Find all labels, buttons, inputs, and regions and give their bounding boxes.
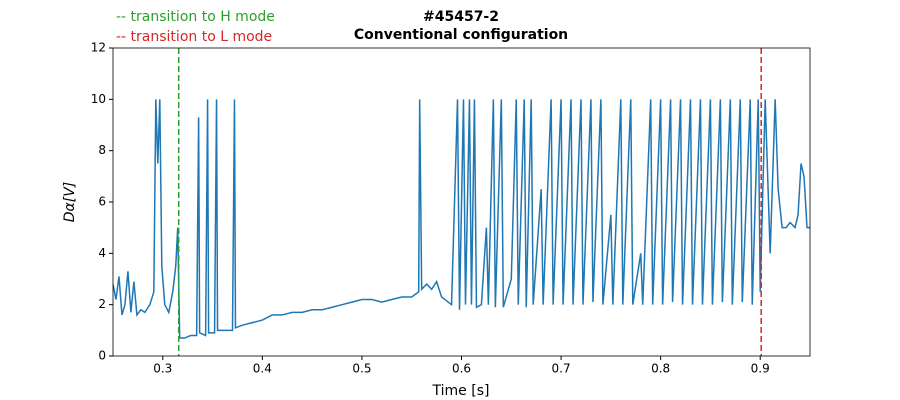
- x-tick-label: 0.8: [651, 362, 670, 376]
- transition-note: -- transition to L mode: [116, 29, 272, 45]
- x-tick-label: 0.7: [552, 362, 571, 376]
- x-tick-label: 0.4: [253, 362, 272, 376]
- x-tick-label: 0.5: [352, 362, 371, 376]
- x-tick-label: 0.3: [153, 362, 172, 376]
- chart-title: #45457-2: [423, 9, 499, 25]
- chart-subtitle: Conventional configuration: [354, 27, 568, 43]
- y-tick-label: 8: [98, 143, 106, 157]
- y-tick-label: 6: [98, 195, 106, 209]
- x-axis-label: Time [s]: [432, 383, 490, 399]
- y-tick-label: 2: [98, 297, 106, 311]
- y-axis-label: Dα[V]: [62, 182, 78, 223]
- y-tick-label: 12: [91, 41, 106, 55]
- plot-frame: [112, 47, 811, 357]
- y-tick-label: 0: [98, 349, 106, 363]
- y-tick-label: 10: [91, 92, 106, 106]
- x-tick-label: 0.9: [751, 362, 770, 376]
- signal-line: [113, 99, 810, 339]
- y-tick-label: 4: [98, 246, 106, 260]
- transition-note: -- transition to H mode: [116, 9, 275, 25]
- x-tick-label: 0.6: [452, 362, 471, 376]
